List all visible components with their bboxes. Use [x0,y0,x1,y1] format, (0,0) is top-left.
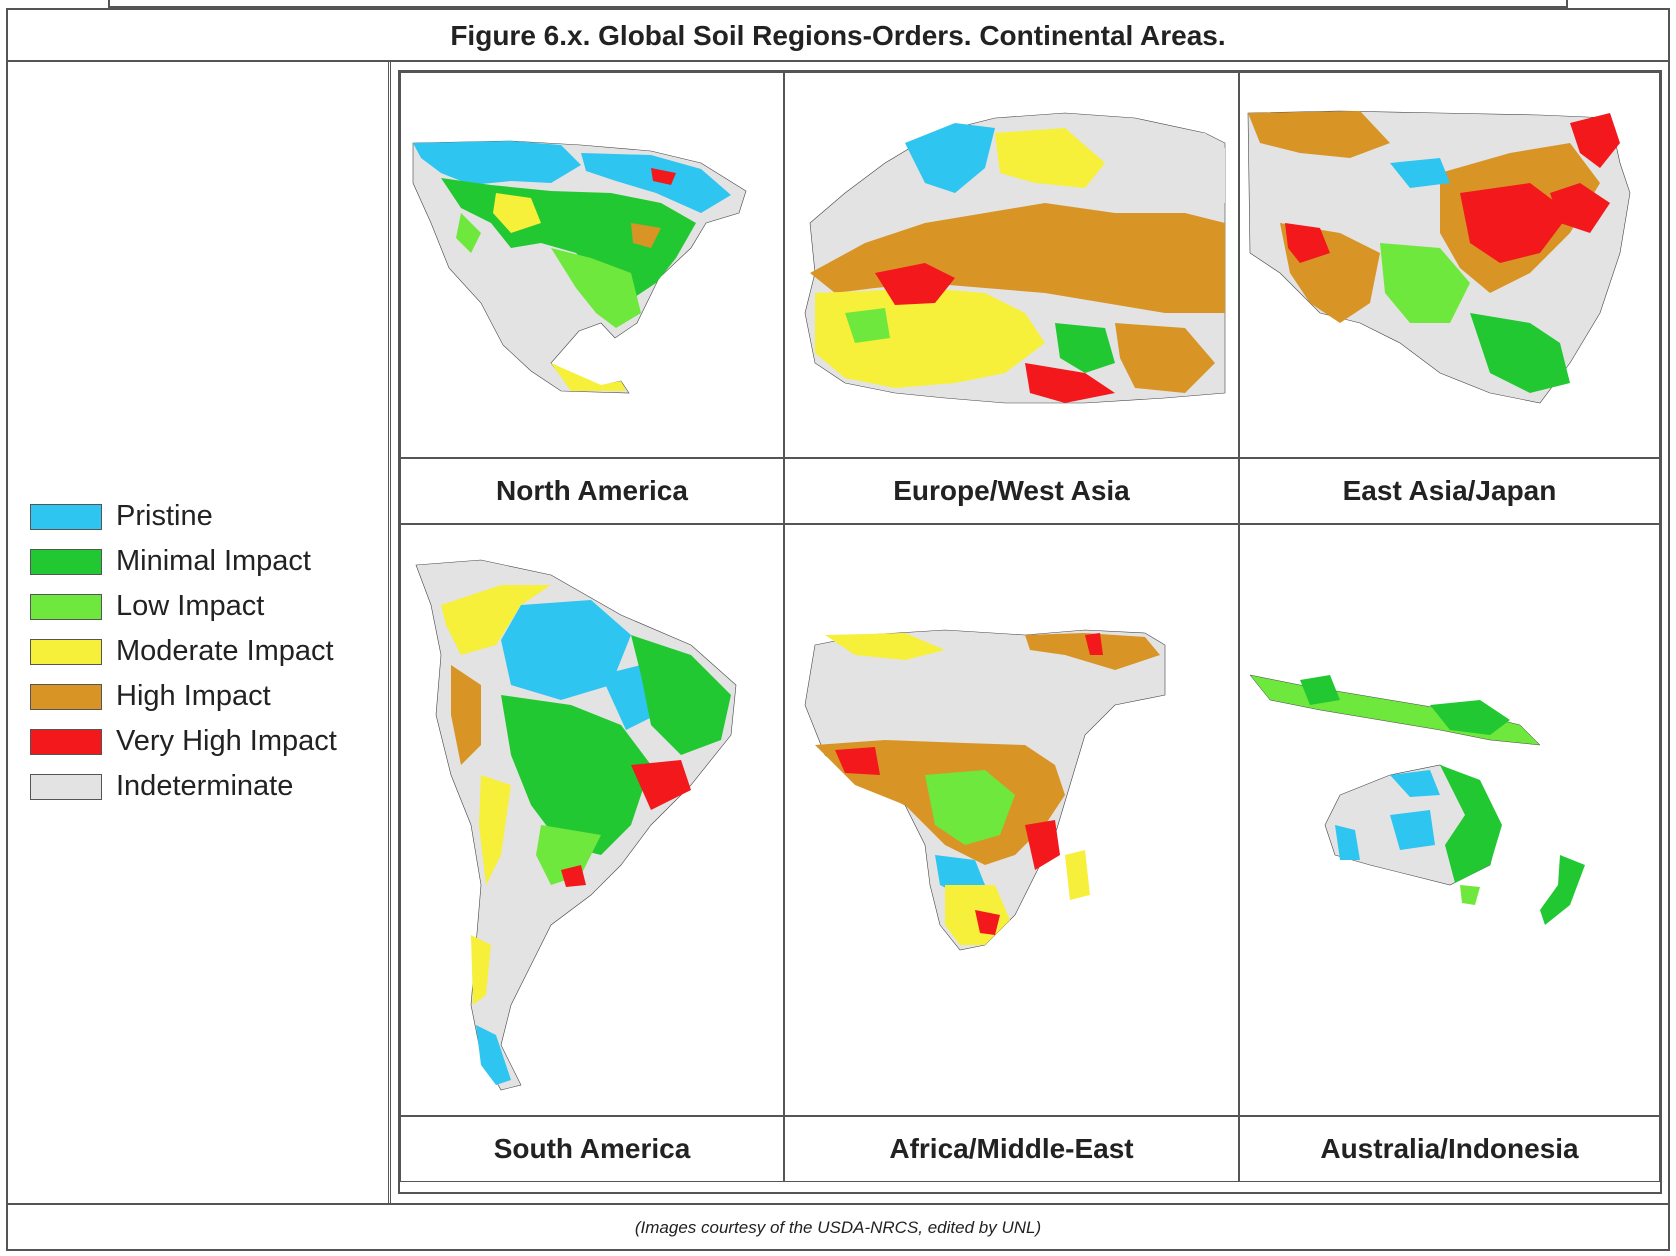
legend-item-high-impact: High Impact [30,674,337,719]
caption-africa-middle-east: Africa/Middle-East [784,1116,1239,1182]
top-rule [108,0,1568,8]
map-grid: North America Europe/West Asia East Asia… [398,70,1662,1194]
map-panel-africa-middle-east [784,524,1239,1116]
east-asia-japan-map [1247,110,1631,404]
australia-indonesia-map [1249,674,1585,925]
south-america-map [415,559,737,1091]
legend-item-indeterminate: Indeterminate [30,764,337,809]
title-row: Figure 6.x. Global Soil Regions-Orders. … [6,8,1670,62]
legend-item-pristine: Pristine [30,494,337,539]
legend-label: Low Impact [116,590,265,622]
legend-swatch-high-impact [30,683,102,710]
figure-table: Pristine Minimal Impact Low Impact Moder… [6,60,1670,1205]
map-panel-east-asia-japan [1239,72,1660,458]
image-credit: (Images courtesy of the USDA-NRCS, edite… [634,1218,1042,1237]
africa-middle-east-map [804,629,1166,951]
legend-item-very-high-impact: Very High Impact [30,719,337,764]
caption-australia-indonesia: Australia/Indonesia [1239,1116,1660,1182]
legend-item-minimal-impact: Minimal Impact [30,539,337,584]
legend: Pristine Minimal Impact Low Impact Moder… [30,494,337,809]
europe-west-asia-map [804,112,1226,404]
legend-swatch-minimal-impact [30,548,102,575]
caption-north-america: North America [400,458,784,524]
legend-label: Indeterminate [116,770,294,802]
legend-swatch-indeterminate [30,773,102,800]
legend-label: Very High Impact [116,725,337,757]
map-panel-europe-west-asia [784,72,1239,458]
legend-item-low-impact: Low Impact [30,584,337,629]
map-panel-north-america [400,72,784,458]
legend-item-moderate-impact: Moderate Impact [30,629,337,674]
caption-south-america: South America [400,1116,784,1182]
legend-label: Pristine [116,500,213,532]
legend-swatch-very-high-impact [30,728,102,755]
map-panel-south-america [400,524,784,1116]
legend-label: High Impact [116,680,271,712]
map-panel-australia-indonesia [1239,524,1660,1116]
caption-europe-west-asia: Europe/West Asia [784,458,1239,524]
legend-swatch-pristine [30,503,102,530]
caption-east-asia-japan: East Asia/Japan [1239,458,1660,524]
north-america-map [412,140,747,394]
footer-row: (Images courtesy of the USDA-NRCS, edite… [6,1203,1670,1251]
legend-swatch-moderate-impact [30,638,102,665]
legend-swatch-low-impact [30,593,102,620]
legend-label: Minimal Impact [116,545,311,577]
legend-cell: Pristine Minimal Impact Low Impact Moder… [8,62,391,1203]
legend-label: Moderate Impact [116,635,334,667]
figure-title: Figure 6.x. Global Soil Regions-Orders. … [450,20,1226,51]
